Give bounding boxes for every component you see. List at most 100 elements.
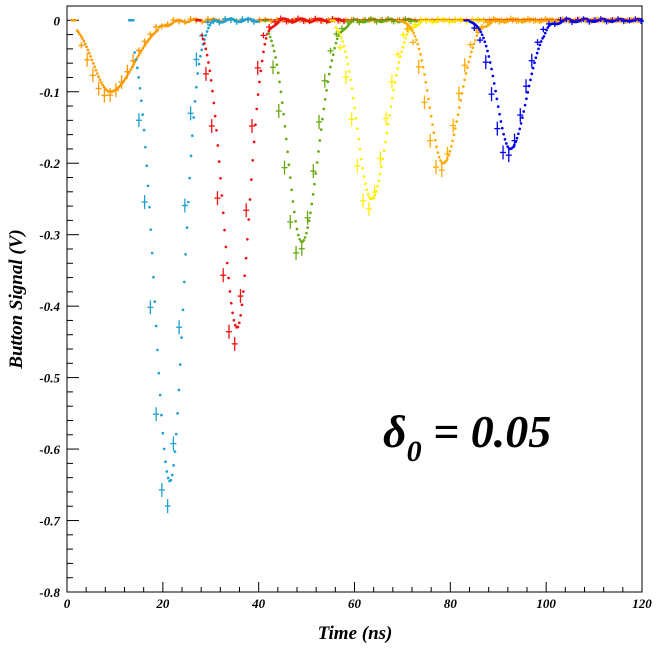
data-point [346, 62, 350, 66]
data-point [209, 79, 213, 82]
data-point [97, 75, 100, 79]
data-point [464, 72, 468, 75]
data-point [543, 31, 547, 35]
data-point [101, 83, 104, 87]
x-tick-label: 40 [251, 596, 266, 611]
x-tick-label: 0 [64, 596, 71, 611]
data-point [307, 219, 311, 223]
data-point [318, 139, 322, 142]
data-point [380, 165, 383, 169]
data-point [138, 86, 142, 90]
data-point [451, 139, 454, 143]
data-point [87, 51, 91, 55]
data-point [425, 89, 429, 92]
data-point [492, 82, 496, 85]
data-point [256, 20, 260, 23]
data-point [228, 290, 232, 293]
data-point [199, 54, 202, 58]
x-axis-title: Time (ns) [318, 623, 393, 644]
data-point [278, 80, 281, 84]
data-point [137, 76, 141, 79]
data-point [334, 25, 338, 29]
data-point [191, 134, 194, 138]
data-point [397, 61, 401, 64]
data-point [295, 227, 299, 231]
data-point [288, 176, 292, 179]
data-point [122, 79, 126, 82]
plot-frame [66, 5, 643, 593]
data-point [347, 70, 351, 73]
data-point [333, 46, 336, 50]
x-tick-label: 80 [444, 596, 458, 611]
data-point [82, 39, 86, 43]
data-point [356, 127, 359, 130]
data-point [517, 132, 520, 136]
data-point [189, 154, 193, 158]
data-point [133, 51, 137, 54]
data-point [131, 18, 135, 22]
data-point [323, 98, 327, 101]
data-point [523, 103, 527, 107]
data-point [475, 34, 479, 37]
data-point [180, 336, 183, 339]
data-point [169, 478, 173, 482]
data-point [146, 184, 150, 188]
data-point [141, 113, 145, 116]
data-point [530, 72, 534, 76]
data-point [495, 97, 499, 101]
data-point [150, 251, 154, 255]
data-point [529, 78, 532, 82]
data-point [216, 144, 220, 147]
data-point [250, 178, 253, 181]
data-point [231, 311, 234, 315]
y-tick-labels: 0 -0.1 -0.2 -0.3 -0.4 -0.5 -0.6 -0.7 -0.8 [39, 13, 60, 600]
y-tick-label: -0.8 [39, 585, 60, 600]
data-point [233, 323, 237, 327]
y-tick-label: -0.6 [39, 442, 60, 457]
data-point [79, 35, 83, 38]
series-layer [70, 15, 645, 514]
data-point [317, 150, 320, 153]
data-point [478, 28, 481, 31]
data-point [259, 69, 263, 73]
data-point [215, 128, 218, 132]
data-point [136, 56, 139, 59]
data-point [137, 53, 141, 57]
data-point [314, 172, 318, 175]
data-point [74, 18, 78, 22]
data-point [156, 28, 160, 32]
data-point [292, 210, 296, 214]
data-point [86, 48, 90, 52]
data-point [306, 226, 310, 229]
data-point [483, 40, 487, 44]
data-point [271, 44, 275, 47]
data-point [494, 89, 497, 93]
data-point [217, 160, 221, 163]
data-point [412, 31, 416, 35]
data-point [421, 65, 425, 69]
data-point [448, 149, 452, 153]
data-point [162, 447, 166, 451]
series-4 [262, 16, 418, 260]
data-point [263, 42, 267, 46]
data-point [400, 50, 403, 54]
data-point [290, 188, 293, 192]
data-point [463, 78, 467, 82]
data-point [225, 261, 229, 265]
data-point [157, 371, 161, 375]
data-point [362, 175, 366, 178]
data-point [519, 122, 523, 125]
data-point [260, 59, 264, 63]
data-point [185, 226, 189, 229]
data-point [213, 114, 217, 118]
data-point [200, 33, 204, 37]
x-tick-label: 120 [632, 596, 652, 611]
data-point [376, 185, 379, 188]
data-point [276, 71, 280, 75]
data-point [361, 166, 365, 170]
x-tick-labels: 0 20 40 60 80 100 120 [64, 596, 653, 611]
data-point [95, 72, 99, 75]
data-point [334, 41, 338, 45]
data-point [439, 159, 442, 162]
